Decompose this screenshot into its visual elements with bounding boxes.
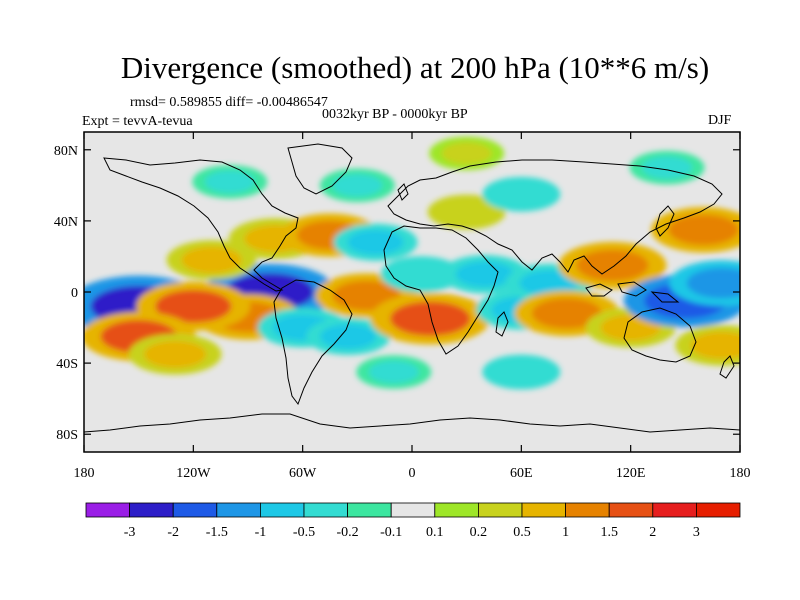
colorbar-swatch (477, 502, 523, 518)
coastline-greenland (287, 143, 353, 195)
y-tick-label: 40N (54, 215, 78, 230)
x-tick-label: 120E (616, 466, 646, 481)
colorbar-label: 1 (562, 525, 569, 540)
colorbar-swatch (216, 502, 261, 518)
anomaly-region (651, 206, 740, 253)
anomaly-region (306, 317, 391, 356)
anomaly-region (669, 260, 740, 306)
x-tick-label: 0 (409, 466, 416, 481)
coastline-antarctica (84, 413, 740, 433)
anomaly-region (429, 136, 505, 171)
colorbar-swatch (696, 502, 741, 518)
coastlines (84, 143, 740, 433)
season-label: DJF (708, 113, 732, 128)
anomaly-region (333, 223, 418, 261)
colorbar-label: 0.1 (426, 525, 444, 540)
period-label: 0032kyr BP - 0000kyr BP (322, 107, 468, 122)
coastline-japan (655, 205, 675, 237)
colorbar-swatch (129, 502, 174, 518)
y-tick-label: 40S (56, 357, 78, 372)
colorbar-label: -0.5 (293, 525, 315, 540)
x-tick-label: 180 (730, 466, 751, 481)
x-tick-label: 60E (510, 466, 533, 481)
colorbar-swatch (565, 502, 610, 518)
x-tick-label: 60W (289, 466, 317, 481)
colorbar-label: 0.2 (470, 525, 488, 540)
anomaly-region (558, 241, 667, 289)
colorbar-swatch (608, 502, 654, 518)
anomaly-field-layer (84, 136, 740, 390)
anomaly-region (319, 168, 395, 203)
y-tick-label: 0 (71, 286, 78, 301)
coastline-new-zealand (719, 355, 735, 379)
coastline-indonesia (585, 281, 680, 303)
colorbar-label: -1.5 (206, 525, 228, 540)
anomaly-region (192, 164, 268, 199)
experiment-label: Expt = tevvA-tevua (82, 114, 193, 129)
anomaly-region (675, 324, 740, 366)
anomaly-region (128, 333, 222, 375)
anomaly-region (482, 354, 561, 390)
coastline-north-america (103, 157, 299, 292)
anomaly-region (166, 240, 257, 280)
x-tick-label: 180 (74, 466, 95, 481)
anomaly-region (629, 150, 705, 185)
colorbar-label: -1 (255, 525, 267, 540)
coastline-madagascar (495, 311, 509, 337)
colorbar-swatch (347, 502, 392, 518)
colorbar-swatch (652, 502, 697, 518)
coastline-british-isles (397, 183, 409, 201)
anomaly-region (370, 292, 491, 345)
colorbar: -3 -2 -1.5 -1 -0.5 -0.2 -0.1 0.1 0.2 0.5 1 1.5 2 3 (85, 502, 741, 540)
anomaly-region (356, 355, 432, 389)
colorbar-label: 2 (649, 525, 656, 540)
colorbar-swatch (172, 502, 218, 518)
coastline-europe-asia (387, 159, 723, 275)
colorbar-swatch (303, 502, 348, 518)
coastline-australia (623, 307, 697, 363)
anomaly-region (427, 194, 506, 230)
colorbar-label: 3 (693, 525, 700, 540)
y-tick-label: 80N (54, 144, 78, 159)
coastline-africa (383, 225, 499, 355)
colorbar-label: -0.1 (380, 525, 402, 540)
x-tick-label: 120W (176, 466, 211, 481)
colorbar-swatch (390, 502, 436, 518)
colorbar-label: -0.2 (337, 525, 359, 540)
colorbar-swatch (434, 502, 479, 518)
colorbar-label: -3 (124, 525, 136, 540)
colorbar-label: -2 (167, 525, 179, 540)
colorbar-swatch (85, 502, 130, 518)
colorbar-swatch (521, 502, 566, 518)
colorbar-swatch (259, 502, 305, 518)
y-tick-label: 80S (56, 428, 78, 443)
map-axes: 180 120W 60W 0 60E 120E 180 80N 40N 0 40S 80S (54, 132, 751, 481)
anomaly-region (380, 256, 462, 293)
coastline-south-america (273, 279, 353, 406)
map-title: Divergence (smoothed) at 200 hPa (10**6 … (120, 50, 710, 85)
colorbar-label: 0.5 (513, 525, 531, 540)
rmsd-diff-stats: rmsd= 0.589855 diff= -0.00486547 (130, 95, 328, 110)
anomaly-region (482, 176, 561, 212)
colorbar-label: 1.5 (600, 525, 618, 540)
